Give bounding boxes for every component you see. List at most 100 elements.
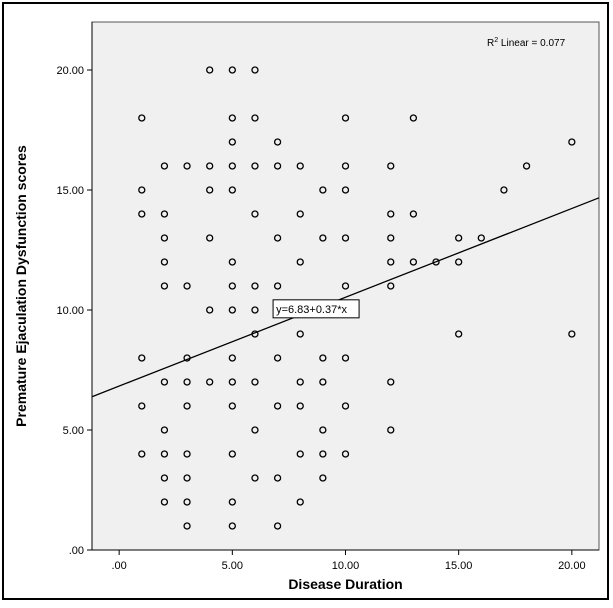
data-point [183,450,191,458]
x-axis-label: Disease Duration [288,576,402,592]
data-point [251,162,259,170]
data-point [387,162,395,170]
y-tick-label: 15.00 [56,185,84,197]
data-point [251,378,259,386]
data-point [341,450,350,458]
data-point [341,402,350,410]
data-point [228,114,236,122]
data-point [183,522,191,530]
x-tick-label: 10.00 [332,560,360,572]
data-point [387,282,395,290]
data-point [455,258,463,266]
data-point [500,186,508,194]
equation-box: y=6.83+0.37*x [272,299,360,319]
data-point [455,330,463,338]
data-point [206,306,214,314]
x-tick-label: 20.00 [558,560,586,572]
data-point [228,402,236,410]
data-point [160,210,169,218]
data-point [251,210,259,218]
data-point [228,66,236,74]
data-point [273,162,282,170]
data-point [296,450,304,458]
data-point [296,402,304,410]
data-point [183,474,191,482]
data-point [341,234,350,242]
data-point [228,186,236,194]
data-point [138,210,146,218]
data-point [319,354,327,362]
data-point [228,450,236,458]
data-point [206,66,214,74]
scatter-chart: y=6.83+0.37*x R2 Linear = 0.077 .00 5.00 1… [13,21,600,592]
data-point [409,210,418,218]
y-tick-label: .00 [69,545,84,557]
data-point [251,282,259,290]
data-point [183,402,191,410]
data-point [387,426,395,434]
x-axis: .00 5.00 10.00 15.00 20.00 [92,549,599,572]
data-point [228,258,236,266]
data-point [183,162,191,170]
data-point [455,234,463,242]
data-point [228,138,236,146]
data-point [228,354,236,362]
y-tick-label: 10.00 [56,305,84,317]
data-point [273,282,282,290]
data-point [183,498,191,506]
y-axis: .00 5.00 10.00 15.00 20.00 [56,22,93,557]
data-point [138,402,146,410]
data-point [319,426,327,434]
data-point [160,258,169,266]
data-point [251,66,259,74]
data-point [138,186,146,194]
data-point [296,162,304,170]
data-point [228,306,236,314]
data-point [319,474,327,482]
x-tick-label: 5.00 [222,560,243,572]
data-points [138,66,576,530]
data-point [296,378,304,386]
data-point [387,258,395,266]
data-point [319,378,327,386]
data-point [160,378,169,386]
data-point [341,354,350,362]
data-point [341,186,350,194]
r2-label: R2 Linear = 0.077 [487,37,566,49]
data-point [138,114,146,122]
data-point [160,474,169,482]
x-tick-label: .00 [112,560,127,572]
data-point [251,114,259,122]
data-point [206,378,214,386]
data-point [160,162,169,170]
data-point [228,522,236,530]
data-point [206,186,214,194]
data-point [319,234,327,242]
data-point [228,498,236,506]
data-point [477,234,485,242]
data-point [206,234,214,242]
data-point [251,306,259,314]
data-point [160,234,169,242]
data-point [183,378,191,386]
data-point [160,426,169,434]
data-point [296,258,304,266]
y-axis-label: Premature Ejaculation Dysfunction scores [13,145,29,427]
data-point [160,450,169,458]
plot-area [91,21,600,551]
data-point [273,138,282,146]
data-point [138,354,146,362]
data-point [319,186,327,194]
data-point [273,402,282,410]
data-point [273,522,282,530]
y-tick-label: 20.00 [56,65,84,77]
data-point [251,474,259,482]
data-point [341,162,350,170]
data-point [387,210,395,218]
data-point [206,162,214,170]
data-point [251,426,259,434]
data-point [409,114,418,122]
equation-label: y=6.83+0.37*x [276,304,347,316]
data-point [319,450,327,458]
figure-frame: y=6.83+0.37*x R2 Linear = 0.077 .00 5.00 1… [2,2,609,600]
